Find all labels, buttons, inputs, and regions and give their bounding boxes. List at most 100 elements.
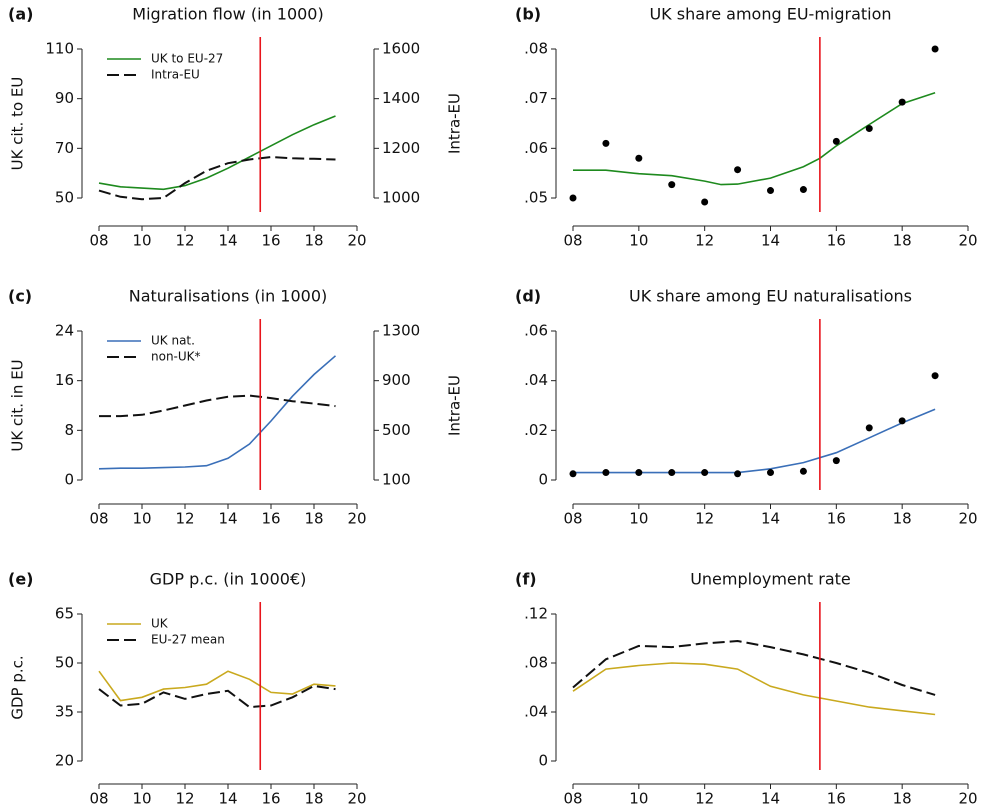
data-point <box>668 181 676 189</box>
x-tick-label: 08 <box>89 790 108 808</box>
x-tick-label: 12 <box>695 510 714 528</box>
x-tick-label: 10 <box>629 232 648 250</box>
legend-label: non-UK* <box>151 350 201 364</box>
x-tick-label: 10 <box>132 790 151 808</box>
x-tick-label: 12 <box>175 232 194 250</box>
y-tick-label: .04 <box>524 703 548 721</box>
data-point <box>767 187 774 195</box>
data-point <box>931 45 939 53</box>
panel-label: (f) <box>515 570 537 589</box>
y-tick-label: 20 <box>55 752 74 770</box>
panel-label: (a) <box>8 5 33 24</box>
y-tick-label: 50 <box>55 654 74 672</box>
y-tick-label: .08 <box>524 654 548 672</box>
x-tick-label: 18 <box>893 510 912 528</box>
x-tick-label: 08 <box>89 232 108 250</box>
data-point <box>865 124 873 132</box>
y-tick-label: .06 <box>524 322 548 340</box>
y-tick-label: 110 <box>45 40 74 58</box>
panel: (e) GDP p.c. (in 1000€) 08 10 12 14 16 18 20 20 35… <box>8 570 367 808</box>
y2-tick-label: 1000 <box>382 189 420 207</box>
x-tick-label: 16 <box>261 510 280 528</box>
y-tick-label: 70 <box>55 139 74 157</box>
legend: UK nat. non-UK* <box>107 334 201 364</box>
data-point <box>799 186 807 194</box>
data-point <box>602 469 610 477</box>
y-tick-label: 24 <box>55 322 74 340</box>
panel-label: (e) <box>8 570 33 589</box>
series-line <box>98 115 336 191</box>
legend-label: UK <box>151 617 169 631</box>
y2-axis-label: Intra-EU <box>446 93 464 154</box>
x-tick-label: 20 <box>347 790 366 808</box>
data-point <box>569 194 577 202</box>
x-tick-label: 08 <box>563 510 582 528</box>
y-tick-label: 0 <box>64 471 74 489</box>
y-tick-label: 65 <box>55 605 74 623</box>
data-point <box>734 166 742 174</box>
y-tick-label: 35 <box>55 703 74 721</box>
x-tick-label: 14 <box>218 232 237 250</box>
y-tick-label: .06 <box>524 139 548 157</box>
panel: (a) Migration flow (in 1000) 08 10 12 14 16 18 2… <box>8 5 464 250</box>
y2-tick-label: 500 <box>382 421 411 439</box>
y-tick-label: .02 <box>524 421 548 439</box>
y2-tick-label: 1200 <box>382 139 420 157</box>
y-tick-label: 8 <box>64 421 74 439</box>
x-tick-label: 20 <box>958 232 977 250</box>
x-tick-label: 08 <box>563 790 582 808</box>
series-line <box>573 91 936 186</box>
legend: UK EU-27 mean <box>107 617 225 647</box>
x-tick-label: 12 <box>175 510 194 528</box>
y-tick-label: 0 <box>538 752 548 770</box>
data-point <box>832 457 840 465</box>
series-line <box>99 394 336 418</box>
x-tick-label: 14 <box>761 232 780 250</box>
panel: (c) Naturalisations (in 1000)08 10 12 14 16 18… <box>8 287 464 528</box>
x-tick-label: 10 <box>629 510 648 528</box>
panel: (f) Unemployment rate 08 10 12 14 16 18 20 0 .04 .0… <box>515 570 978 808</box>
x-tick-label: 18 <box>304 790 323 808</box>
series-line <box>572 662 936 716</box>
x-tick-label: 18 <box>304 510 323 528</box>
chart-title: Naturalisations (in 1000) <box>129 287 328 306</box>
series-line <box>572 639 936 696</box>
x-tick-label: 16 <box>261 790 280 808</box>
x-tick-label: 08 <box>89 510 108 528</box>
x-tick-label: 18 <box>893 232 912 250</box>
y2-tick-label: 900 <box>382 371 411 389</box>
y-tick-label: 90 <box>55 89 74 107</box>
y-tick-label: 0 <box>538 471 548 489</box>
x-tick-label: 16 <box>827 510 846 528</box>
legend: UK to EU-27 Intra-EU <box>107 52 223 82</box>
data-point <box>602 139 610 147</box>
data-point <box>767 469 774 477</box>
y-tick-label: .12 <box>524 605 548 623</box>
series-line <box>98 355 337 470</box>
data-point <box>635 469 643 477</box>
y-tick-label: .08 <box>524 40 548 58</box>
y-axis-label: UK cit. to EU <box>9 77 27 171</box>
series-line <box>98 684 336 709</box>
y-axis-label: UK cit. in EU <box>9 359 27 451</box>
x-tick-label: 20 <box>347 510 366 528</box>
data-point <box>668 469 676 477</box>
x-tick-label: 20 <box>347 232 366 250</box>
x-tick-label: 14 <box>218 510 237 528</box>
chart-title: GDP p.c. (in 1000€) <box>150 570 307 589</box>
panel-label: (d) <box>515 287 541 306</box>
data-point <box>569 470 577 478</box>
series-line <box>573 408 936 474</box>
legend-label: UK nat. <box>151 334 195 348</box>
panel-label: (c) <box>8 287 32 306</box>
y-tick-label: .05 <box>524 189 548 207</box>
x-tick-label: 18 <box>893 790 912 808</box>
x-tick-label: 20 <box>958 790 977 808</box>
x-tick-label: 12 <box>175 790 194 808</box>
y2-tick-label: 1400 <box>382 89 420 107</box>
y-tick-label: 50 <box>55 189 74 207</box>
series-line <box>98 670 336 702</box>
data-point <box>734 470 742 478</box>
x-tick-label: 14 <box>218 790 237 808</box>
